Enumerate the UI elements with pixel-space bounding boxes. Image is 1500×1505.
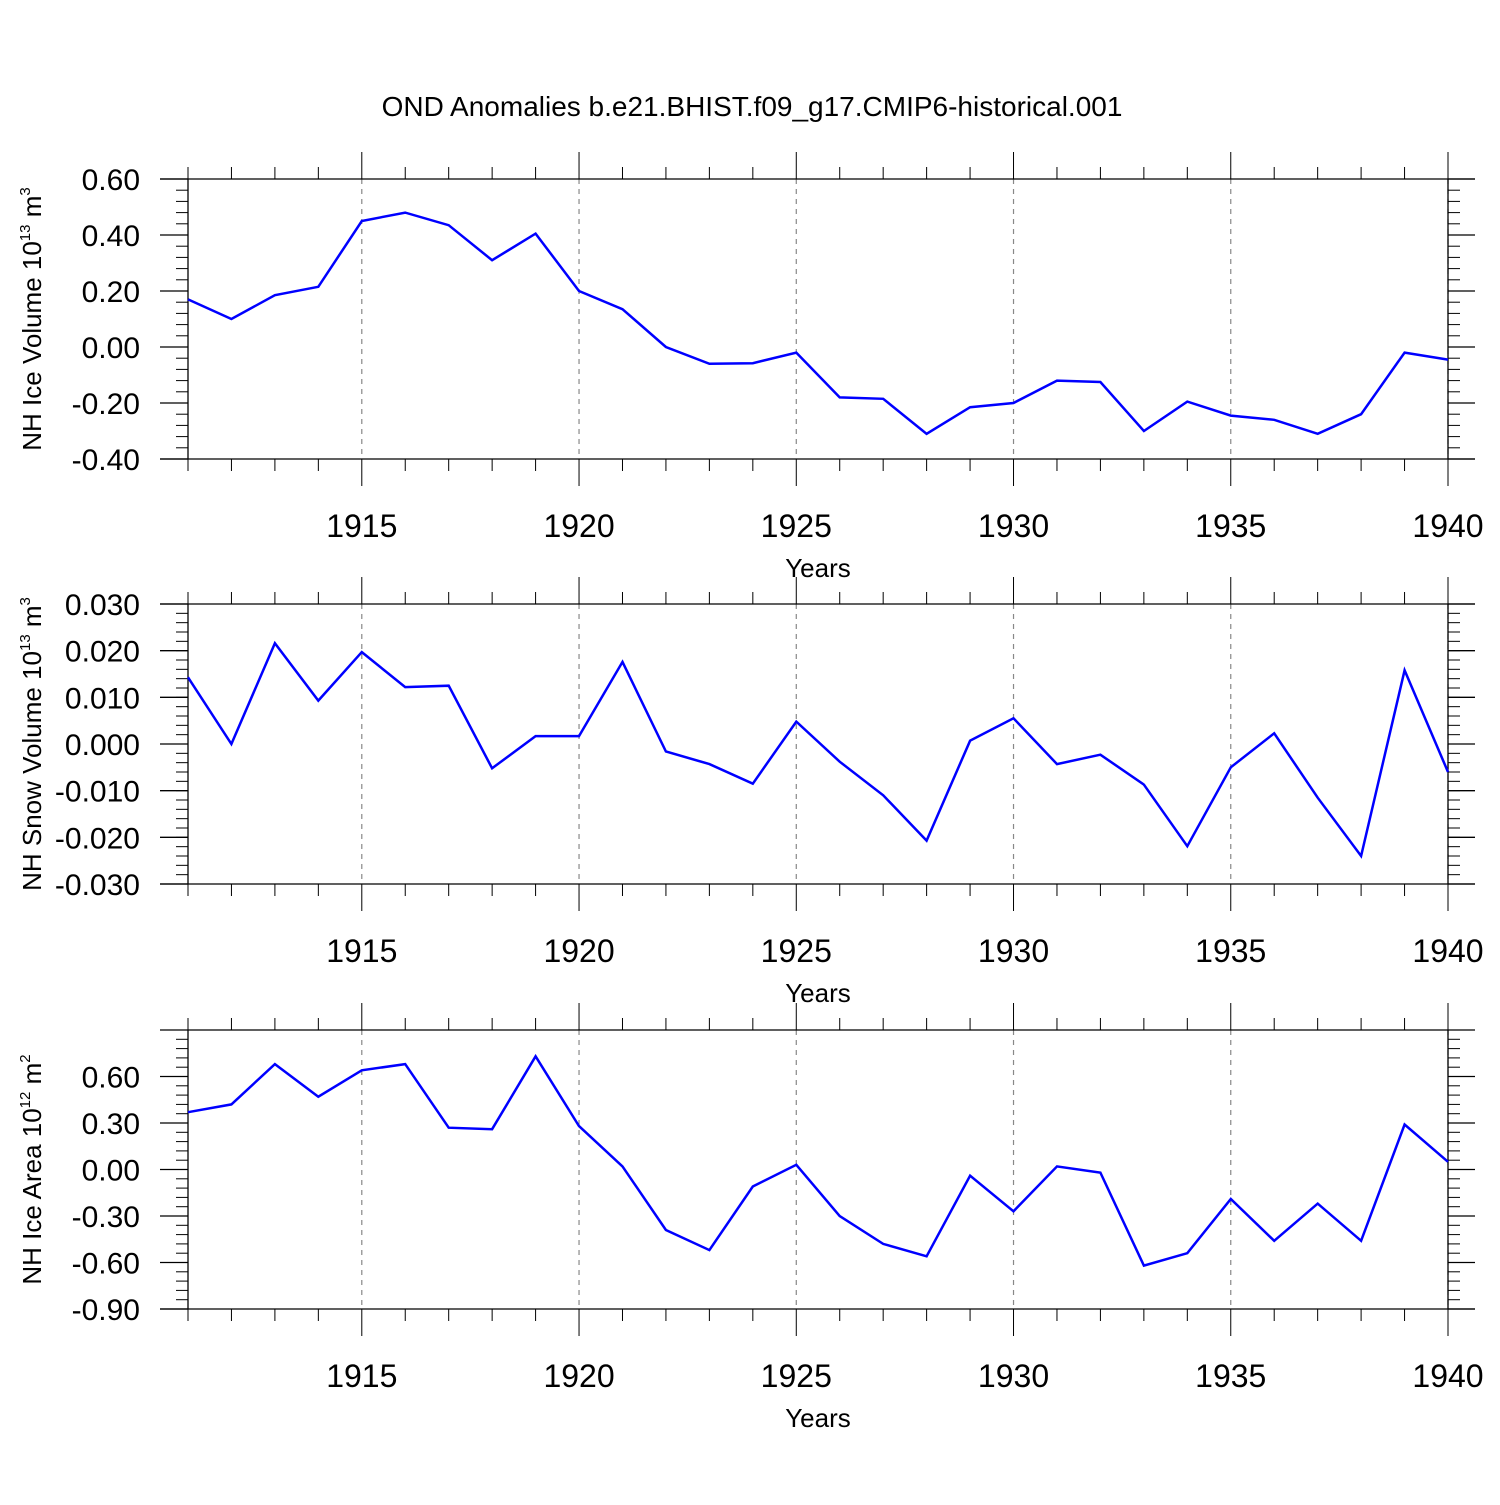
ytick-label: -0.020 — [55, 822, 140, 855]
series-line — [188, 1056, 1448, 1265]
xtick-label: 1915 — [326, 933, 397, 969]
ytick-label: 0.40 — [82, 220, 140, 253]
figure-title: OND Anomalies b.e21.BHIST.f09_g17.CMIP6-… — [382, 91, 1123, 122]
x-axis-label: Years — [785, 1403, 851, 1433]
ytick-label: 0.20 — [82, 276, 140, 309]
ytick-label: -0.010 — [55, 776, 140, 809]
xtick-label: 1935 — [1195, 1358, 1266, 1394]
ytick-label: 0.010 — [65, 682, 140, 715]
ytick-label: 0.00 — [82, 332, 140, 365]
y-axis-label: NH Snow Volume 1013 m3 — [17, 597, 47, 891]
xtick-label: 1940 — [1412, 933, 1483, 969]
xtick-label: 1940 — [1412, 1358, 1483, 1394]
xtick-label: 1940 — [1412, 508, 1483, 544]
xtick-label: 1915 — [326, 1358, 397, 1394]
xtick-label: 1935 — [1195, 508, 1266, 544]
ytick-label: 0.00 — [82, 1155, 140, 1188]
panels: 0.60 0.40 0.20 0.00 -0.20 -0.40 1915 1920 1925 19… — [17, 152, 1484, 1433]
xtick-label: 1920 — [543, 933, 614, 969]
chart-panel-2: 0.030 0.020 0.010 0.000 -0.010 -0.020 -0.030 19… — [17, 577, 1484, 1008]
xtick-label: 1915 — [326, 508, 397, 544]
y-axis-label: NH Ice Volume 1013 m3 — [17, 187, 47, 450]
x-axis-label: Years — [785, 553, 851, 583]
ytick-label: 0.60 — [82, 1062, 140, 1095]
chart-panel-3: 0.60 0.30 0.00 -0.30 -0.60 -0.90 1915 1920 1925 1… — [17, 1003, 1484, 1433]
xtick-label: 1935 — [1195, 933, 1266, 969]
ytick-label: -0.030 — [55, 869, 140, 902]
y-axis-label: NH Ice Area 1012 m2 — [17, 1054, 47, 1284]
xtick-label: 1925 — [761, 508, 832, 544]
ytick-label: -0.90 — [72, 1294, 140, 1327]
x-axis-label: Years — [785, 978, 851, 1008]
xtick-label: 1920 — [543, 1358, 614, 1394]
xtick-label: 1920 — [543, 508, 614, 544]
ytick-label: 0.60 — [82, 164, 140, 197]
chart-panel-1: 0.60 0.40 0.20 0.00 -0.20 -0.40 1915 1920 1925 19… — [17, 152, 1484, 583]
xtick-label: 1930 — [978, 1358, 1049, 1394]
ytick-label: 0.030 — [65, 589, 140, 622]
ytick-label: -0.40 — [72, 444, 140, 477]
xtick-label: 1925 — [761, 1358, 832, 1394]
ytick-label: -0.30 — [72, 1201, 140, 1234]
series-line — [188, 213, 1448, 434]
xtick-label: 1930 — [978, 508, 1049, 544]
xtick-label: 1930 — [978, 933, 1049, 969]
xtick-label: 1925 — [761, 933, 832, 969]
ytick-label: 0.30 — [82, 1108, 140, 1141]
ytick-label: -0.20 — [72, 388, 140, 421]
series-line — [188, 643, 1448, 856]
ytick-label: -0.60 — [72, 1248, 140, 1281]
ytick-label: 0.000 — [65, 729, 140, 762]
ytick-label: 0.020 — [65, 636, 140, 669]
